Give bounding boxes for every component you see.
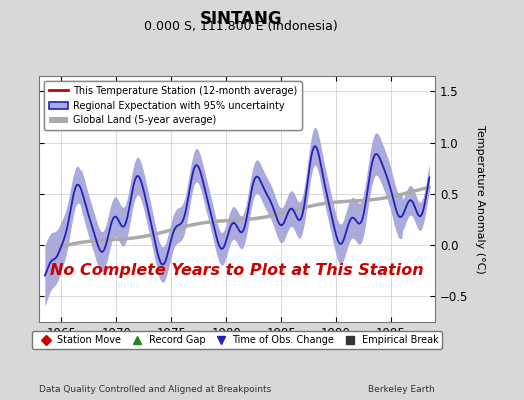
Y-axis label: Temperature Anomaly (°C): Temperature Anomaly (°C)	[475, 125, 485, 273]
Text: No Complete Years to Plot at This Station: No Complete Years to Plot at This Statio…	[50, 263, 424, 278]
Text: Berkeley Earth: Berkeley Earth	[368, 385, 435, 394]
Text: 0.000 S, 111.800 E (Indonesia): 0.000 S, 111.800 E (Indonesia)	[144, 20, 338, 33]
Legend: This Temperature Station (12-month average), Regional Expectation with 95% uncer: This Temperature Station (12-month avera…	[44, 81, 302, 130]
Legend: Station Move, Record Gap, Time of Obs. Change, Empirical Break: Station Move, Record Gap, Time of Obs. C…	[32, 331, 442, 349]
Text: Data Quality Controlled and Aligned at Breakpoints: Data Quality Controlled and Aligned at B…	[39, 385, 271, 394]
Text: SINTANG: SINTANG	[200, 10, 282, 28]
